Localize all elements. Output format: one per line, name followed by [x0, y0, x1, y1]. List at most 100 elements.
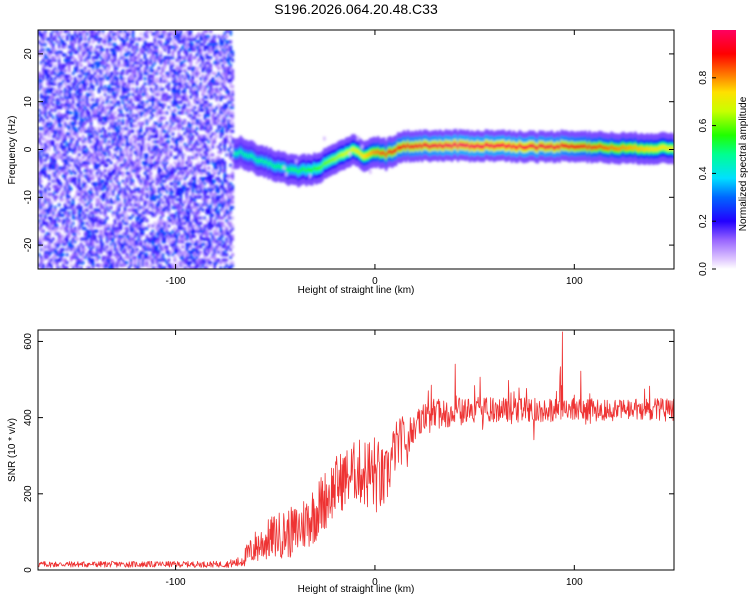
heatmap-cell [205, 124, 209, 128]
heatmap-cell [173, 184, 177, 189]
heatmap-cell [83, 87, 87, 91]
heatmap-cell [193, 171, 197, 175]
heatmap-cell [83, 190, 87, 194]
heatmap-cell [123, 195, 127, 199]
heatmap-cell [73, 163, 77, 167]
heatmap-cell [183, 258, 187, 262]
heatmap-cell [89, 177, 93, 181]
heatmap-cell [61, 192, 65, 196]
heatmap-cell [63, 187, 67, 191]
heatmap-cell [193, 216, 197, 220]
heatmap-cell [73, 77, 77, 81]
heatmap-cell [107, 224, 111, 228]
heatmap-cell [167, 216, 171, 220]
heatmap-cell [195, 208, 199, 212]
heatmap-cell [163, 103, 167, 107]
heatmap-cell [173, 100, 177, 104]
heatmap-cell [59, 92, 63, 97]
heatmap-cell [181, 240, 185, 244]
heatmap-cell [101, 32, 105, 36]
heatmap-cell [129, 242, 133, 246]
heatmap-cell [117, 205, 121, 210]
heatmap-cell [113, 87, 117, 91]
heatmap-cell [73, 179, 77, 183]
heatmap-cell [165, 153, 169, 157]
heatmap-cell [187, 108, 191, 112]
heatmap-cell [44, 95, 47, 99]
heatmap-cell [193, 258, 197, 262]
heatmap-cell [121, 242, 125, 246]
heatmap-cell [135, 56, 139, 60]
heatmap-cell [153, 58, 157, 62]
heatmap-cell [205, 137, 209, 141]
heatmap-cell [121, 250, 125, 254]
heatmap-cell [123, 226, 127, 231]
heatmap-cell [221, 190, 224, 194]
heatmap-cell [42, 119, 45, 123]
heatmap-cell [229, 113, 232, 118]
heatmap-cell [193, 177, 197, 181]
heatmap-cell [205, 77, 209, 81]
heatmap-cell [115, 142, 119, 146]
heatmap-cell [127, 248, 131, 252]
heatmap-cell [179, 66, 183, 70]
heatmap-cell [129, 137, 133, 141]
heatmap-cell [83, 82, 87, 86]
heatmap-cell [127, 132, 131, 136]
heatmap-cell [63, 242, 67, 246]
heatmap-cell [115, 240, 119, 244]
heatmap-cell [227, 45, 230, 49]
heatmap-cell [151, 192, 155, 196]
heatmap-cell [203, 237, 207, 241]
heatmap-cell [99, 77, 103, 81]
heatmap-cell [159, 211, 163, 215]
heatmap-cell [87, 103, 91, 107]
heatmap-cell [183, 42, 187, 47]
heatmap-cell [42, 87, 45, 91]
heatmap-cell [137, 163, 141, 167]
heatmap-cell [105, 69, 109, 73]
heatmap-cell [129, 195, 133, 199]
heatmap-cell [151, 69, 155, 73]
heatmap-cell [115, 32, 119, 36]
heatmap-cell [46, 266, 49, 269]
heatmap-cell [203, 127, 207, 131]
heatmap-cell [95, 182, 99, 186]
heatmap-cell [42, 221, 45, 225]
heatmap-cell [59, 71, 63, 75]
heatmap-cell [61, 129, 65, 133]
heatmap-cell [187, 171, 191, 175]
heatmap-cell [219, 148, 222, 152]
heatmap-cell [137, 166, 141, 170]
heatmap-cell [217, 124, 220, 128]
heatmap-cell [197, 87, 201, 91]
heatmap-cell [48, 198, 51, 202]
heatmap-cell [119, 95, 123, 99]
heatmap-cell [63, 229, 67, 233]
heatmap-cell [38, 158, 41, 162]
heatmap-cell [50, 226, 53, 231]
heatmap-cell [219, 98, 222, 102]
heatmap-cell [219, 200, 222, 204]
heatmap-cell [137, 134, 141, 139]
heatmap-cell [48, 58, 51, 62]
heatmap-cell [143, 87, 147, 91]
heatmap-cell [173, 250, 177, 254]
heatmap-cell [199, 261, 203, 265]
heatmap-cell [131, 208, 135, 212]
heatmap-cell [153, 245, 157, 249]
heatmap-cell [143, 245, 147, 249]
heatmap-cell [183, 87, 187, 91]
heatmap-cell [155, 56, 159, 60]
heatmap-cell [151, 156, 155, 160]
heatmap-cell [121, 150, 125, 154]
heatmap-cell [57, 40, 61, 44]
heatmap-cell [151, 163, 155, 167]
heatmap-cell [205, 237, 209, 241]
heatmap-cell [229, 234, 232, 238]
heatmap-cell [71, 35, 75, 39]
heatmap-cell [127, 50, 131, 54]
heatmap-cell [139, 111, 143, 115]
heatmap-cell [159, 61, 163, 65]
